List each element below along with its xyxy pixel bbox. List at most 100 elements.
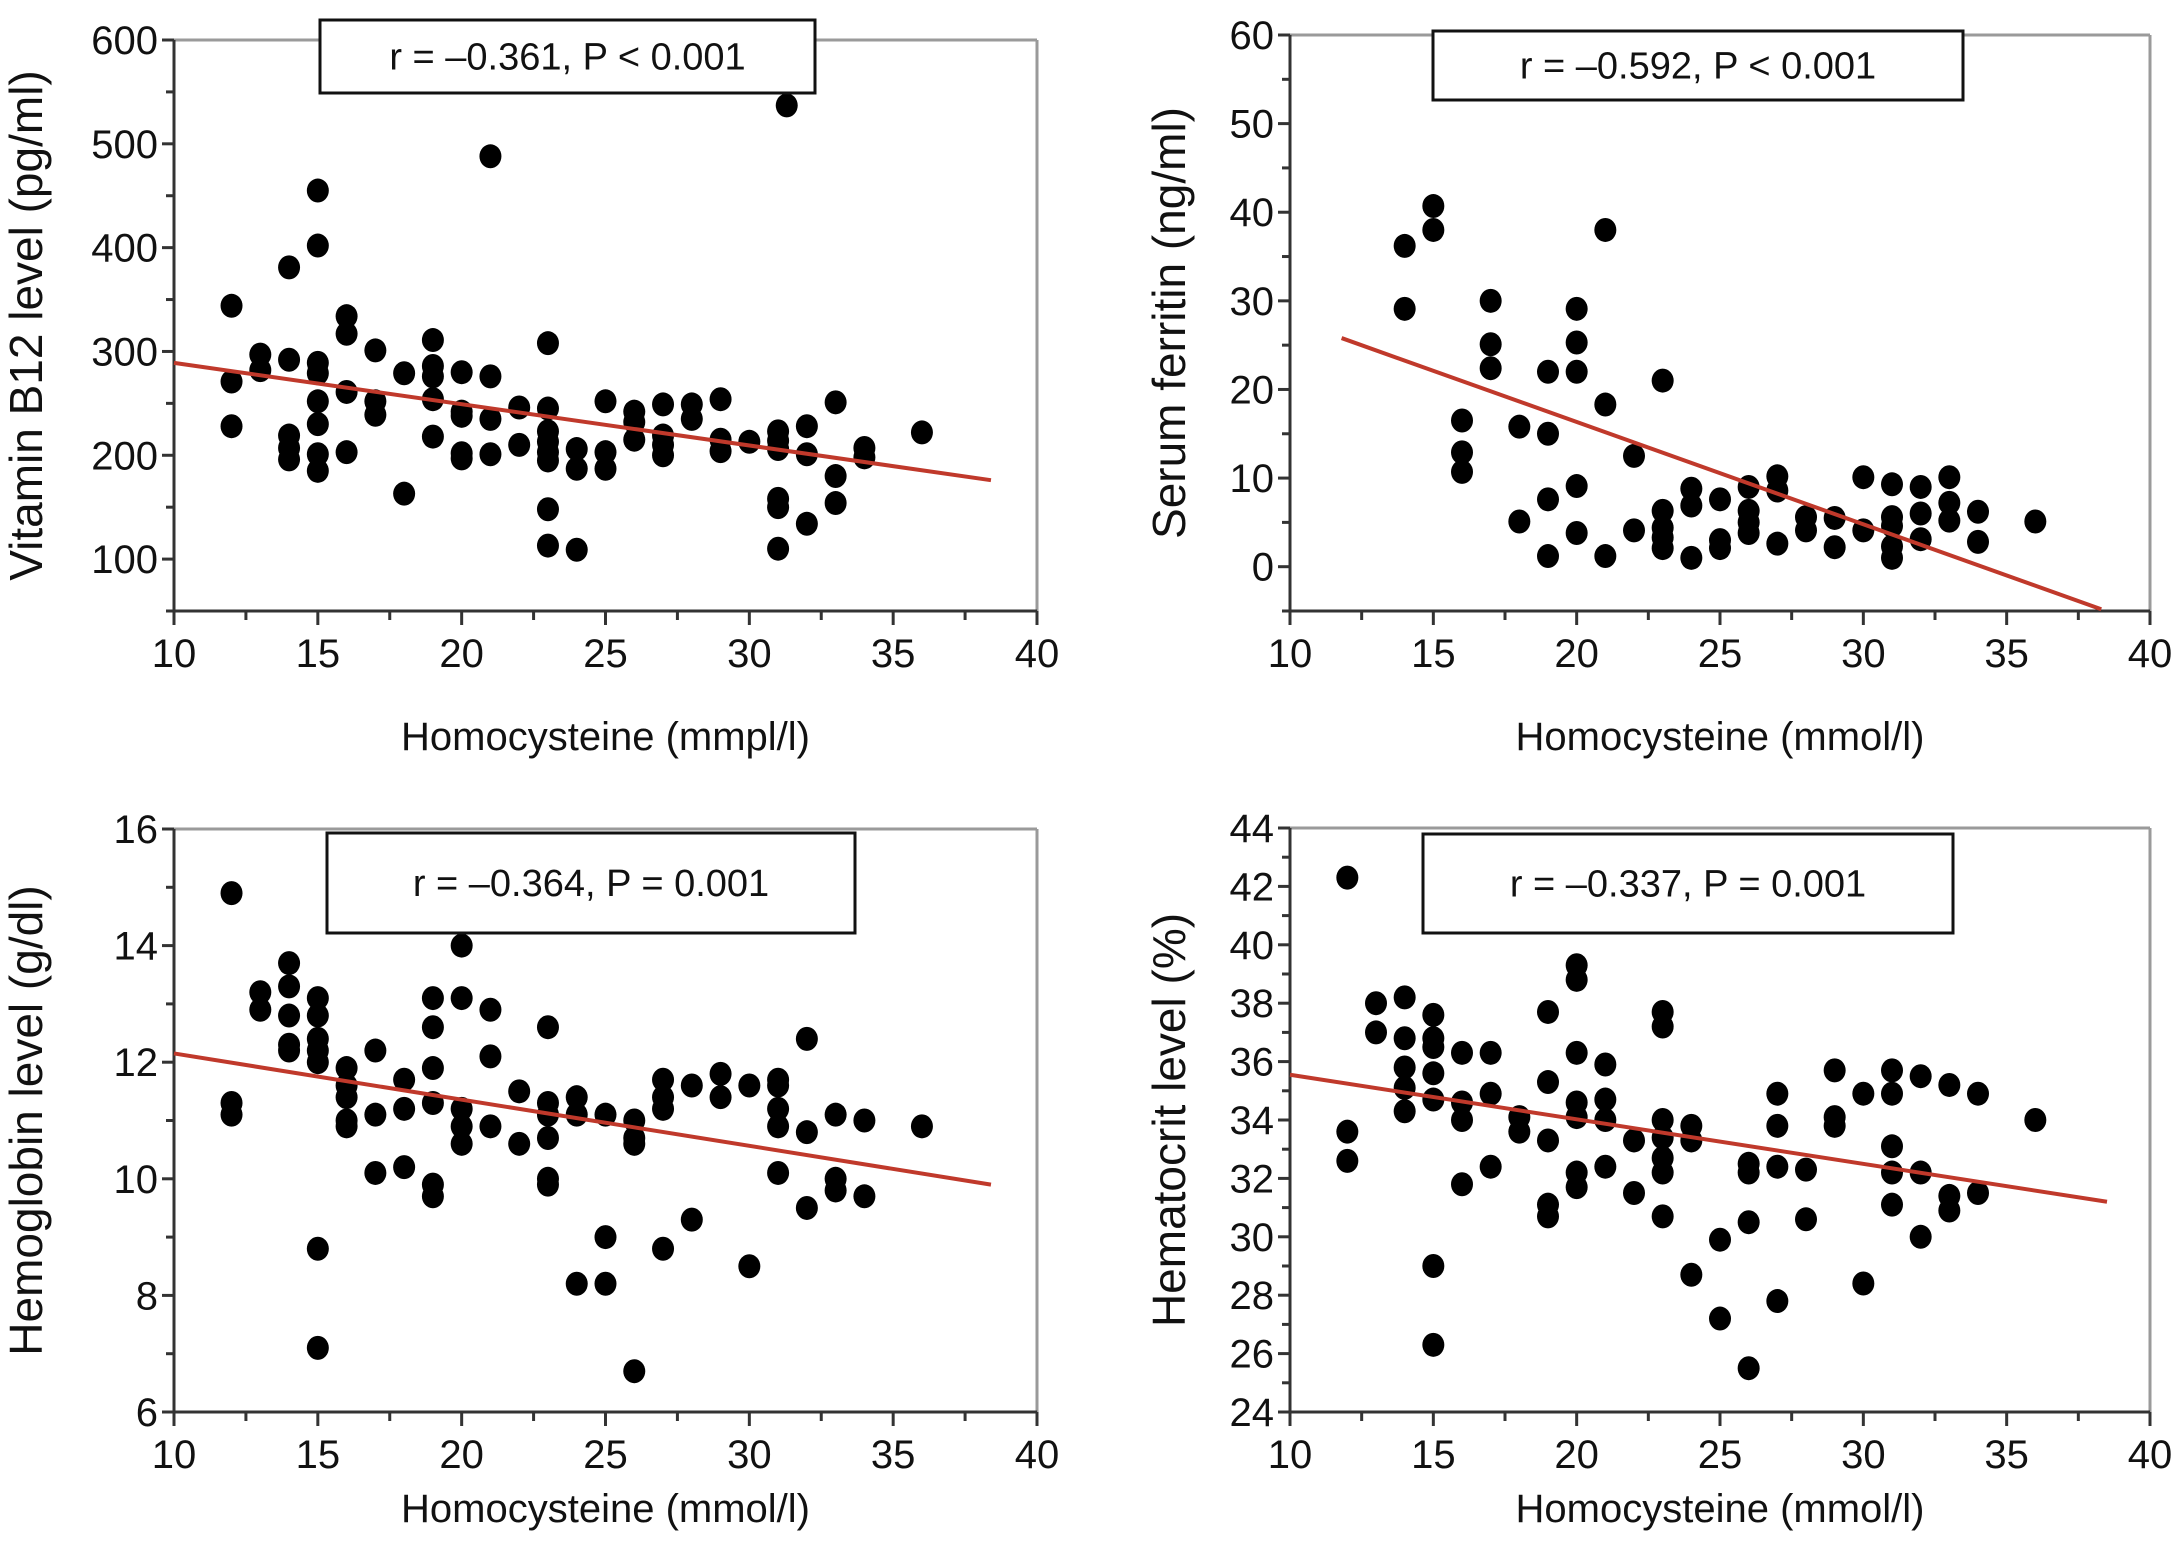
x-tick-label: 10 [152, 632, 197, 676]
data-point [1852, 1081, 1875, 1106]
data-point [220, 1102, 243, 1127]
y-axis-title: Hemoglobin level (g/dl) [0, 885, 52, 1355]
data-point [364, 338, 387, 363]
data-point [1680, 476, 1703, 501]
data-point [738, 1254, 761, 1279]
y-tick-label: 600 [91, 19, 158, 63]
data-point [1594, 217, 1617, 242]
y-tick-label: 200 [91, 434, 158, 478]
data-point [1365, 1020, 1387, 1045]
y-tick-label: 30 [1230, 1216, 1275, 1260]
y-tick-label: 28 [1230, 1274, 1275, 1318]
data-point [479, 364, 502, 389]
data-point [1909, 501, 1932, 526]
data-point [2024, 509, 2047, 534]
data-point [795, 511, 818, 536]
data-point [652, 392, 675, 417]
data-point [508, 432, 531, 457]
y-tick-label: 32 [1230, 1157, 1275, 1201]
data-point [1336, 1119, 1359, 1144]
data-point [1881, 1058, 1903, 1083]
y-tick-label: 12 [114, 1041, 159, 1085]
data-point [1680, 1262, 1703, 1287]
data-point [1451, 1172, 1473, 1197]
data-point [450, 403, 473, 428]
data-point [910, 420, 933, 445]
y-tick-label: 60 [1230, 14, 1275, 58]
data-point [1881, 1192, 1903, 1217]
data-point [824, 1178, 847, 1203]
data-point [652, 1096, 675, 1121]
x-tick-label: 40 [1015, 1433, 1060, 1477]
data-point [1451, 1108, 1473, 1132]
data-point [709, 439, 732, 464]
x-tick-label: 25 [1698, 632, 1743, 676]
data-point [393, 481, 416, 506]
x-tick-label: 10 [152, 1433, 197, 1477]
data-point [1336, 865, 1359, 890]
x-tick-label: 35 [871, 632, 916, 676]
data-point [306, 986, 329, 1011]
data-point [421, 986, 444, 1011]
y-tick-label: 30 [1230, 280, 1275, 324]
x-tick-label: 30 [1841, 632, 1886, 676]
data-point [536, 497, 559, 522]
data-point [1565, 1040, 1588, 1065]
x-tick-label: 15 [296, 1433, 341, 1477]
data-point [450, 360, 473, 385]
y-tick-label: 26 [1230, 1333, 1275, 1377]
y-tick-label: 40 [1230, 924, 1275, 968]
data-point [1909, 1064, 1932, 1089]
data-point [1623, 443, 1645, 468]
data-point [767, 1160, 790, 1185]
data-point [652, 443, 675, 468]
y-tick-label: 6 [136, 1391, 158, 1435]
data-point [1451, 459, 1473, 484]
x-tick-label: 40 [1015, 632, 1060, 676]
data-point [1565, 1175, 1588, 1200]
data-point [278, 447, 301, 472]
data-point [1651, 1160, 1674, 1185]
regression-line [1289, 1072, 2108, 1204]
annotation-box [1431, 29, 1965, 102]
y-tick-label: 0 [1252, 546, 1274, 590]
y-axis-title: Hematocrit level (%) [1143, 913, 1195, 1327]
data-point [335, 379, 358, 404]
data-point [738, 1073, 761, 1098]
data-point [680, 406, 703, 431]
data-point [479, 1044, 502, 1069]
data-point [1881, 1081, 1903, 1106]
data-point [1967, 1181, 1989, 1205]
data-point [1651, 498, 1674, 523]
data-point [335, 1114, 358, 1139]
data-point [1565, 330, 1588, 355]
data-point [1393, 233, 1416, 258]
data-point [536, 533, 559, 558]
data-point [1422, 1035, 1445, 1059]
y-tick-label: 10 [114, 1158, 159, 1202]
data-point [306, 178, 329, 203]
data-point [1766, 1113, 1789, 1138]
data-point [1881, 1134, 1903, 1159]
data-point [479, 406, 502, 431]
data-point [1451, 440, 1473, 465]
data-point [1709, 487, 1731, 512]
regression-line [173, 360, 992, 483]
data-point [594, 389, 617, 414]
data-point [335, 304, 358, 329]
data-point [824, 1102, 847, 1127]
data-point [393, 361, 416, 386]
x-axis-title: Homocysteine (mmol/l) [401, 1487, 810, 1531]
data-point [1537, 359, 1559, 384]
data-point [2024, 1108, 2047, 1132]
data-point [1393, 1026, 1416, 1051]
data-point [1823, 535, 1846, 560]
x-tick-label: 25 [583, 632, 628, 676]
data-point [1623, 1128, 1645, 1153]
data-point [623, 1359, 646, 1384]
data-point [1938, 1072, 1961, 1097]
data-point [1451, 1040, 1473, 1065]
data-point [1537, 1128, 1559, 1153]
data-point [1393, 985, 1416, 1010]
data-point [278, 255, 301, 280]
